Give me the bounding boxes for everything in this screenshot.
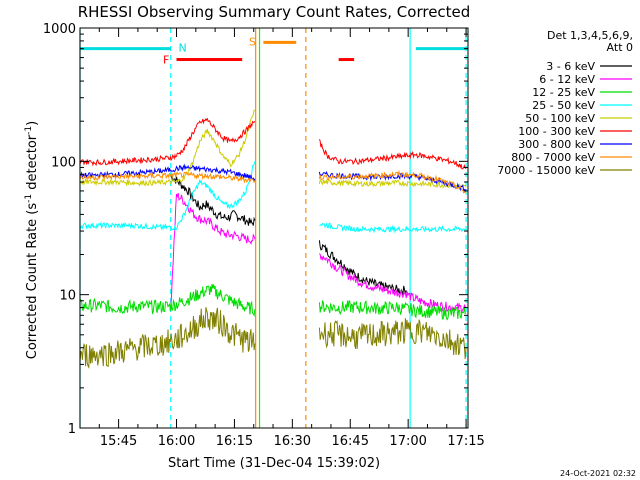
series-line-7-seg-1 xyxy=(318,169,467,194)
series-line-5-seg-1 xyxy=(318,139,467,170)
series-line-5-seg-0 xyxy=(79,117,256,167)
y-axis-label: Corrected Count Rate (s-1 detector-1) xyxy=(24,121,40,359)
legend-header: Det 1,3,4,5,6,9, Att 0 xyxy=(547,29,633,54)
legend-label-7: 800 - 7000 keV xyxy=(511,151,595,164)
series-line-0-seg-1 xyxy=(318,240,407,295)
series-line-1-seg-0 xyxy=(170,192,256,309)
series-line-2-seg-1 xyxy=(318,299,467,321)
x-tick-label-5: 17:00 xyxy=(389,434,426,449)
legend-label-4: 50 - 100 keV xyxy=(525,112,595,125)
svg-text:Corrected Count Rate (s-1 dete: Corrected Count Rate (s-1 detector-1) xyxy=(24,121,40,359)
plot-area: NF S xyxy=(79,28,468,428)
legend-label-6: 300 - 800 keV xyxy=(518,138,595,151)
x-tick-label-3: 16:30 xyxy=(274,434,311,449)
flag-label-S: S xyxy=(249,35,256,48)
x-tick-label-1: 16:00 xyxy=(158,434,195,449)
chart-title: RHESSI Observing Summary Count Rates, Co… xyxy=(78,3,471,21)
series-line-8-seg-1 xyxy=(318,318,467,360)
x-axis-label: Start Time (31-Dec-04 15:39:02) xyxy=(168,456,380,471)
legend-label-5: 100 - 300 keV xyxy=(518,125,595,138)
plot-frame xyxy=(79,27,469,429)
y-tick-label-2: 100 xyxy=(51,155,76,170)
x-tick-label-2: 16:15 xyxy=(216,434,253,449)
legend-label-0: 3 - 6 keV xyxy=(546,60,595,73)
series-line-6-seg-0 xyxy=(79,163,256,183)
legend-label-8: 7000 - 15000 keV xyxy=(497,164,595,177)
x-tick-label-4: 16:45 xyxy=(332,434,369,449)
x-tick-label-6: 17:15 xyxy=(447,434,484,449)
footer-timestamp: 24-Oct-2021 02:32 xyxy=(560,469,636,478)
flag-label-N: N xyxy=(178,42,186,55)
series-line-2-seg-0 xyxy=(79,283,256,318)
series-line-0-seg-0 xyxy=(170,175,256,226)
legend-header-line-2: Att 0 xyxy=(607,41,633,54)
series-line-1-seg-1 xyxy=(318,253,467,314)
series-line-8-seg-0 xyxy=(79,307,256,369)
series-line-3-seg-0 xyxy=(79,161,256,231)
legend-label-2: 12 - 25 keV xyxy=(532,86,595,99)
axes: 15:45 16:00 16:15 16:30 16:45 17:00 17:15 1 10 10… xyxy=(43,22,485,449)
x-tick-label-0: 15:45 xyxy=(100,434,137,449)
y-tick-label-3: 1000 xyxy=(43,22,76,37)
series-line-3-seg-1 xyxy=(319,222,467,234)
legend-header-line-1: Det 1,3,4,5,6,9, xyxy=(547,29,633,42)
flag-label-F: F xyxy=(163,54,169,67)
series-line-7-seg-0 xyxy=(79,171,256,184)
y-tick-label-0: 1 xyxy=(68,422,76,437)
y-tick-label-1: 10 xyxy=(59,289,76,304)
legend-label-3: 25 - 50 keV xyxy=(532,99,595,112)
legend-label-1: 6 - 12 keV xyxy=(539,73,595,86)
series-line-4-seg-0 xyxy=(79,109,256,187)
series-line-4-seg-1 xyxy=(318,179,467,190)
